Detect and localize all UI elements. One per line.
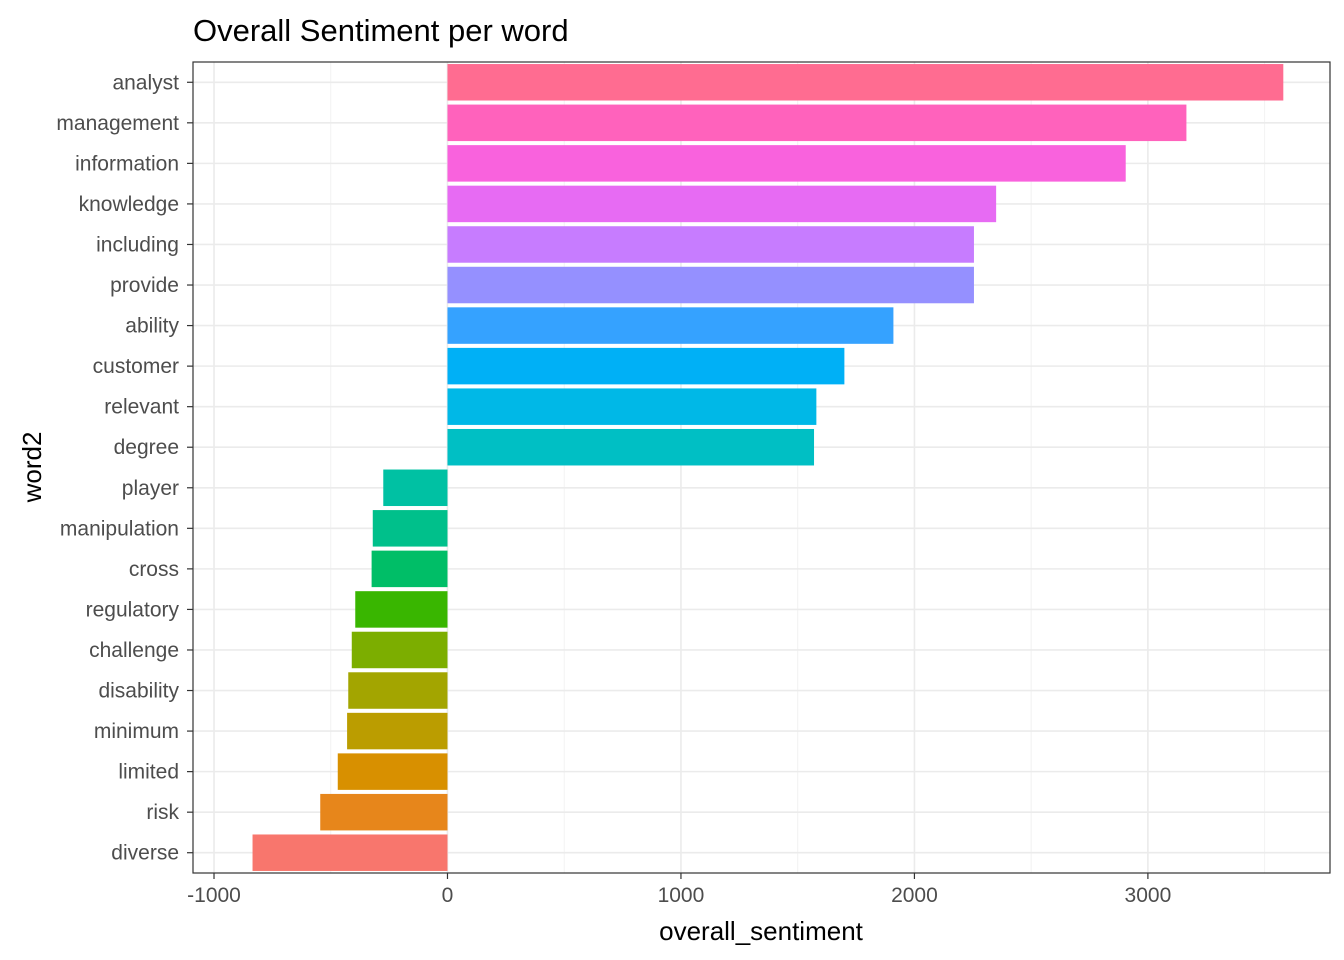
y-tick-label: including (96, 233, 179, 256)
y-tick-label: information (75, 152, 179, 175)
y-tick-label: risk (146, 801, 179, 824)
y-tick-label: knowledge (79, 193, 179, 216)
x-tick-label: 1000 (658, 884, 705, 907)
y-tick-label: provide (110, 274, 179, 297)
bar-relevant (447, 388, 817, 425)
bar-regulatory (355, 591, 448, 628)
chart-title: Overall Sentiment per word (193, 13, 569, 48)
bar-risk (320, 793, 448, 831)
bars (252, 64, 1284, 871)
y-tick-label: degree (114, 436, 179, 459)
x-tick-label: 2000 (891, 884, 938, 907)
x-tick-label: 3000 (1125, 884, 1172, 907)
y-tick-label: customer (93, 355, 179, 378)
bar-provide (447, 266, 974, 304)
y-tick-label: manipulation (60, 517, 179, 540)
bar-information (447, 145, 1126, 182)
y-axis: analyst management information knowledge inc… (56, 71, 193, 865)
x-axis: -1000 0 1000 2000 3000 (187, 873, 1171, 907)
grid-lines (193, 62, 1330, 873)
x-tick-label: 0 (442, 884, 454, 907)
bar-player (383, 469, 448, 507)
bar-limited (337, 753, 448, 790)
y-tick-label: cross (129, 558, 179, 581)
y-tick-label: disability (98, 680, 179, 703)
y-tick-label: management (56, 112, 179, 135)
y-tick-label: analyst (112, 71, 179, 94)
bar-management (447, 104, 1187, 142)
y-tick-label: relevant (104, 396, 179, 419)
y-tick-label: regulatory (86, 598, 180, 621)
y-tick-label: challenge (89, 639, 179, 662)
bar-knowledge (447, 185, 997, 223)
bar-minimum (347, 712, 448, 750)
bar-disability (348, 672, 448, 709)
x-tick-label: -1000 (187, 884, 241, 907)
y-tick-label: player (122, 477, 179, 500)
bar-manipulation (372, 510, 448, 547)
bar-analyst (447, 64, 1284, 101)
y-axis-title: word2 (17, 432, 47, 504)
y-tick-label: ability (125, 315, 179, 338)
plot-panel-border (192, 61, 1331, 874)
bar-ability (447, 307, 894, 344)
y-tick-label: diverse (111, 842, 179, 865)
bar-customer (447, 347, 845, 385)
y-tick-label: minimum (94, 720, 179, 743)
y-tick-label: limited (118, 761, 179, 784)
bar-challenge (351, 631, 448, 669)
bar-degree (447, 428, 815, 466)
bar-including (447, 226, 974, 263)
bar-diverse (252, 834, 448, 871)
x-axis-title: overall_sentiment (659, 916, 864, 946)
bar-cross (371, 550, 448, 588)
